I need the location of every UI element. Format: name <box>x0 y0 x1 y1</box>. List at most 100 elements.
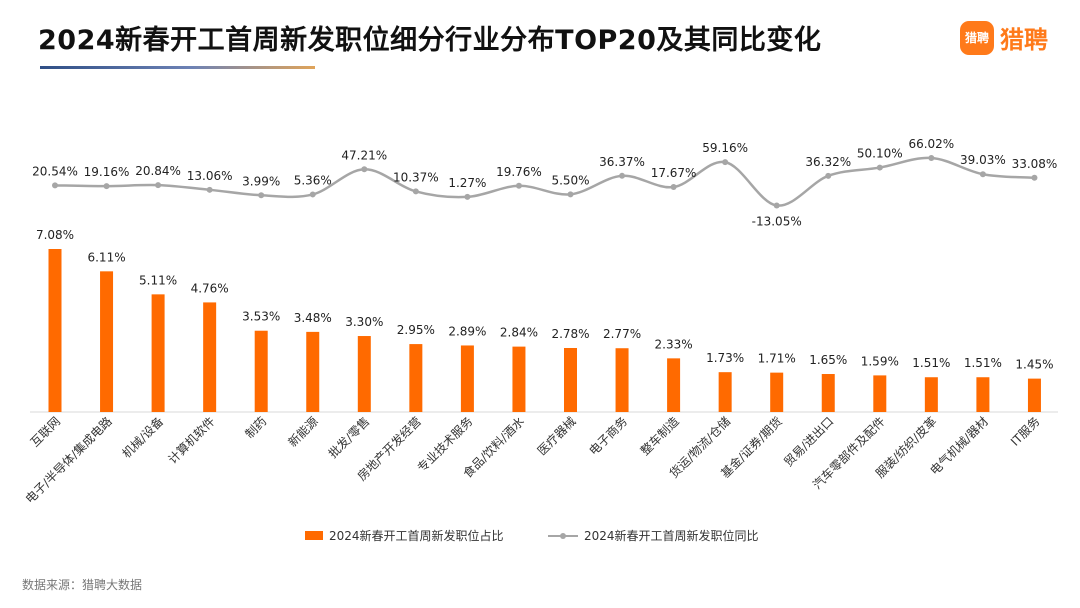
chart-title: 2024新春开工首周新发职位细分行业分布TOP20及其同比变化 <box>38 25 822 56</box>
bar <box>48 249 62 412</box>
yoy-value-label: -13.05% <box>752 215 802 229</box>
category-tick-label: 电子商务 <box>586 414 631 459</box>
yoy-value-label: 59.16% <box>702 141 748 155</box>
yoy-point <box>258 192 265 199</box>
yoy-value-label: 13.06% <box>187 169 233 183</box>
category-tick-label: 机械/设备 <box>119 414 166 461</box>
bar <box>151 294 165 412</box>
category-tick-label: 新能源 <box>285 414 321 450</box>
yoy-point <box>619 172 626 179</box>
title-underline <box>40 66 315 69</box>
bar-value-label: 1.45% <box>1015 358 1053 372</box>
bar-value-label: 2.77% <box>603 327 641 341</box>
bar-value-label: 5.11% <box>139 273 177 287</box>
legend-line-label: 2024新春开工首周新发职位同比 <box>584 529 759 543</box>
bar <box>512 346 526 412</box>
bar-value-label: 1.51% <box>912 356 950 370</box>
bar <box>254 330 268 412</box>
brand-logo: 猎聘 猎聘 <box>960 20 1048 55</box>
legend-bar-swatch <box>305 531 323 540</box>
bar-value-label: 1.71% <box>758 352 796 366</box>
bar-value-label: 1.73% <box>706 351 744 365</box>
bar <box>357 336 371 412</box>
bar-value-label: 3.48% <box>294 311 332 325</box>
yoy-point <box>309 191 316 198</box>
yoy-value-label: 3.99% <box>242 174 280 188</box>
yoy-point <box>412 188 419 195</box>
yoy-value-label: 36.32% <box>805 155 851 169</box>
bar <box>924 377 938 412</box>
yoy-point <box>773 202 780 209</box>
bar-value-label: 6.11% <box>87 250 125 264</box>
bar <box>976 377 990 412</box>
bar-value-label: 2.33% <box>655 337 693 351</box>
bar-value-label: 3.53% <box>242 310 280 324</box>
yoy-value-label: 66.02% <box>908 137 954 151</box>
yoy-value-label: 33.08% <box>1012 157 1058 171</box>
yoy-value-label: 5.36% <box>294 173 332 187</box>
bar <box>1027 378 1041 412</box>
bar <box>409 344 423 412</box>
category-tick-label: 医疗器械 <box>534 414 579 459</box>
bar-value-label: 1.51% <box>964 356 1002 370</box>
bar-value-label: 2.95% <box>397 323 435 337</box>
category-tick-label: 批发/零售 <box>325 414 372 461</box>
logo-icon: 猎聘 <box>960 20 994 55</box>
bar <box>770 372 784 412</box>
bar <box>718 372 732 412</box>
bar-value-label: 3.30% <box>345 315 383 329</box>
yoy-value-label: 19.76% <box>496 165 542 179</box>
bar <box>667 358 681 412</box>
yoy-value-label: 20.84% <box>135 164 181 178</box>
legend-bar-label: 2024新春开工首周新发职位占比 <box>329 529 504 543</box>
bar <box>564 347 577 412</box>
yoy-value-label: 17.67% <box>651 166 697 180</box>
yoy-point <box>103 183 110 190</box>
category-tick-label: 整车制造 <box>637 414 682 459</box>
yoy-point <box>928 155 935 161</box>
yoy-point <box>206 186 213 193</box>
yoy-point <box>722 159 729 166</box>
yoy-value-label: 10.37% <box>393 170 439 184</box>
yoy-series-line <box>54 156 1035 207</box>
category-tick-label: 制药 <box>242 414 269 441</box>
yoy-point <box>464 193 471 200</box>
category-tick-label: 计算机软件 <box>165 414 218 467</box>
yoy-value-label: 5.50% <box>551 173 589 187</box>
category-tick-label: 贸易/进出口 <box>781 414 836 469</box>
yoy-point <box>361 166 368 173</box>
bar <box>821 374 835 412</box>
yoy-value-label: 47.21% <box>341 148 387 162</box>
category-tick-label: 互联网 <box>28 414 63 449</box>
yoy-point <box>155 182 162 189</box>
yoy-value-label: 50.10% <box>857 147 903 161</box>
bar-value-label: 2.84% <box>500 326 538 340</box>
bar <box>306 331 320 412</box>
category-tick-label: 电子/半导体/集成电路 <box>22 414 115 507</box>
bar <box>203 302 217 412</box>
yoy-point <box>670 184 677 191</box>
yoy-point <box>876 164 883 171</box>
logo-text: 猎聘 <box>1000 26 1048 54</box>
yoy-point <box>52 182 58 189</box>
bar <box>460 345 474 412</box>
yoy-value-label: 36.37% <box>599 155 645 169</box>
yoy-point <box>515 182 522 189</box>
chart-legend: 2024新春开工首周新发职位占比 2024新春开工首周新发职位同比 <box>0 527 1080 549</box>
bar <box>615 348 629 412</box>
yoy-point <box>567 191 574 198</box>
category-tick-label: IT服务 <box>1007 414 1042 449</box>
bar-value-label: 2.78% <box>551 327 589 341</box>
legend-line-swatch <box>548 532 578 539</box>
bar <box>873 375 887 412</box>
data-source: 数据来源：猎聘大数据 <box>22 578 143 592</box>
bar-value-label: 2.89% <box>448 324 486 338</box>
yoy-value-label: 39.03% <box>960 153 1006 167</box>
legend-item-share: 2024新春开工首周新发职位占比 <box>305 527 504 544</box>
yoy-point <box>1031 174 1038 181</box>
yoy-point <box>825 172 832 179</box>
yoy-value-label: 20.54% <box>32 164 78 178</box>
legend-item-yoy: 2024新春开工首周新发职位同比 <box>548 527 759 544</box>
bar-value-label: 4.76% <box>191 281 229 295</box>
